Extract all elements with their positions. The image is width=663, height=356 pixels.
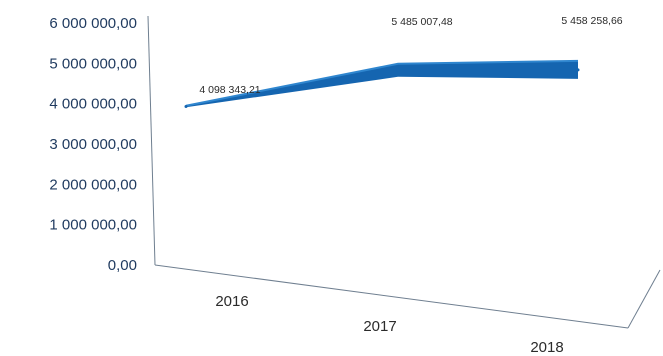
data-point <box>576 68 580 72</box>
x-tick-label: 2016 <box>215 293 248 310</box>
series-line <box>185 59 579 107</box>
y-axis-line <box>147 15 156 266</box>
data-label: 5 485 007,48 <box>391 16 452 28</box>
data-point <box>184 104 188 108</box>
data-point <box>396 68 400 72</box>
x-tick-label: 2018 <box>530 339 563 356</box>
y-tick-label: 4 000 000,00 <box>49 96 137 113</box>
y-tick-label: 5 000 000,00 <box>49 55 137 72</box>
floor-front-edge <box>154 264 629 329</box>
x-tick-label: 2017 <box>363 318 396 335</box>
y-tick-label: 6 000 000,00 <box>49 15 137 32</box>
y-tick-label: 1 000 000,00 <box>49 217 137 234</box>
y-tick-label: 2 000 000,00 <box>49 176 137 193</box>
y-tick-label: 0,00 <box>108 257 137 274</box>
series-ribbon <box>186 60 578 108</box>
data-label: 5 458 258,66 <box>561 15 622 27</box>
y-tick-label: 3 000 000,00 <box>49 136 137 153</box>
floor-right-edge <box>627 269 661 329</box>
data-label: 4 098 343,21 <box>199 84 260 96</box>
